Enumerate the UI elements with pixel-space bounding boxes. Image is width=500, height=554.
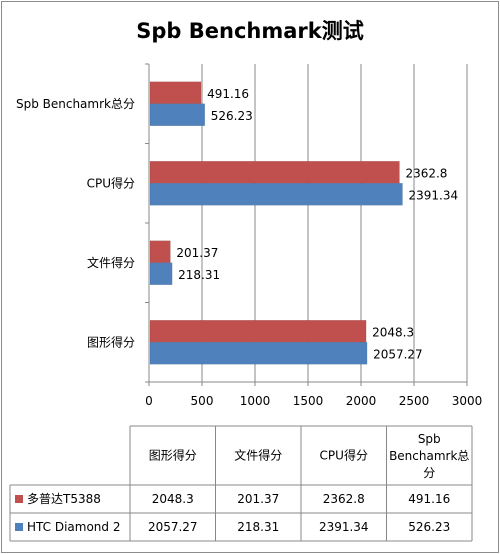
table-cell: 2362.8 — [323, 492, 365, 506]
data-label: 2057.27 — [373, 347, 423, 361]
table-cell: 201.37 — [237, 492, 279, 506]
category-label: 图形得分 — [87, 334, 135, 349]
table-header: 图形得分 — [149, 448, 197, 463]
bar-series1 — [149, 320, 367, 343]
bar-series1 — [149, 81, 202, 104]
data-label: 526.23 — [211, 109, 253, 123]
legend-swatch — [15, 523, 23, 531]
legend-swatch — [15, 495, 23, 503]
table-header-line: 分 — [423, 466, 435, 480]
legend-label: 多普达T5388 — [27, 492, 101, 506]
table-cell: 526.23 — [408, 520, 450, 534]
table-cell: 218.31 — [237, 520, 279, 534]
x-tick-label: 1000 — [240, 394, 271, 408]
x-tick-label: 0 — [145, 394, 153, 408]
bar-series2 — [149, 342, 368, 365]
chart-title: Spb Benchmark测试 — [136, 19, 363, 43]
table-header-line: Spb — [418, 432, 441, 446]
x-tick-label: 500 — [191, 394, 214, 408]
data-label: 2362.8 — [405, 166, 447, 180]
table-header: 文件得分 — [234, 448, 282, 463]
x-tick-label: 2500 — [399, 394, 430, 408]
table-header: CPU得分 — [320, 448, 368, 463]
category-label: Spb Benchamrk总分 — [16, 97, 135, 111]
table-cell: 491.16 — [408, 492, 450, 506]
table-cell: 2057.27 — [148, 520, 198, 534]
data-label: 201.37 — [176, 246, 218, 260]
x-tick-label: 1500 — [293, 394, 324, 408]
table-cell: 2391.34 — [319, 520, 369, 534]
data-label: 218.31 — [178, 268, 220, 282]
category-label: 文件得分 — [87, 255, 135, 270]
category-label: CPU得分 — [87, 175, 135, 190]
bar-series2 — [149, 103, 206, 126]
bar-series1 — [149, 161, 400, 184]
bar-series2 — [149, 183, 403, 206]
data-label: 2048.3 — [372, 325, 414, 339]
data-label: 491.16 — [207, 87, 249, 101]
x-tick-label: 3000 — [452, 394, 483, 408]
table-header-line: Benchamrk总 — [389, 449, 469, 463]
bar-series2 — [149, 262, 173, 285]
legend-label: HTC Diamond 2 — [27, 520, 120, 534]
bar-series1 — [149, 240, 171, 263]
x-tick-label: 2000 — [346, 394, 377, 408]
data-label: 2391.34 — [408, 188, 458, 202]
table-cell: 2048.3 — [152, 492, 194, 506]
